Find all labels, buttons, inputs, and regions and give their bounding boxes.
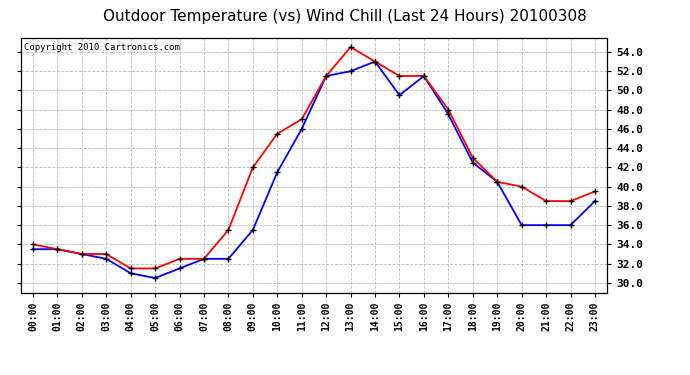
Text: Outdoor Temperature (vs) Wind Chill (Last 24 Hours) 20100308: Outdoor Temperature (vs) Wind Chill (Las…	[103, 9, 587, 24]
Text: Copyright 2010 Cartronics.com: Copyright 2010 Cartronics.com	[23, 43, 179, 52]
